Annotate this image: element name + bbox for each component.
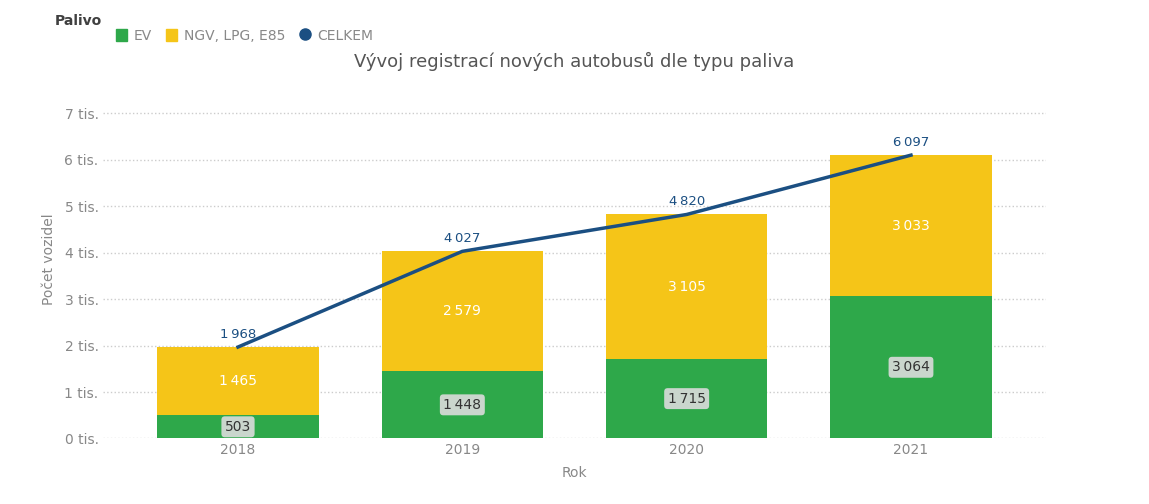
X-axis label: Rok: Rok [562, 466, 587, 480]
Text: 3 064: 3 064 [892, 360, 930, 374]
Text: 1 448: 1 448 [444, 398, 481, 412]
Bar [606, 215, 768, 359]
Bar [381, 251, 543, 371]
Text: 3 105: 3 105 [668, 280, 705, 294]
Text: 1 715: 1 715 [668, 392, 705, 406]
Bar [381, 371, 543, 438]
Legend: EV, NGV, LPG, E85, CELKEM: EV, NGV, LPG, E85, CELKEM [110, 23, 379, 48]
Text: 6 097: 6 097 [893, 136, 930, 149]
Bar [831, 155, 992, 296]
Text: 4 027: 4 027 [445, 232, 480, 245]
Bar [157, 347, 318, 415]
Text: Palivo: Palivo [55, 15, 102, 28]
Text: 1 968: 1 968 [219, 328, 256, 341]
Bar [157, 415, 318, 438]
Title: Vývoj registrací nových autobusů dle typu paliva: Vývoj registrací nových autobusů dle typ… [354, 52, 795, 71]
Y-axis label: Počet vozidel: Počet vozidel [43, 214, 56, 305]
Bar [606, 359, 768, 438]
Bar [831, 296, 992, 438]
Text: 4 820: 4 820 [669, 196, 704, 209]
Text: 2 579: 2 579 [444, 304, 481, 318]
Text: 3 033: 3 033 [892, 219, 930, 233]
Text: 1 465: 1 465 [219, 374, 257, 388]
Text: 503: 503 [225, 420, 252, 434]
